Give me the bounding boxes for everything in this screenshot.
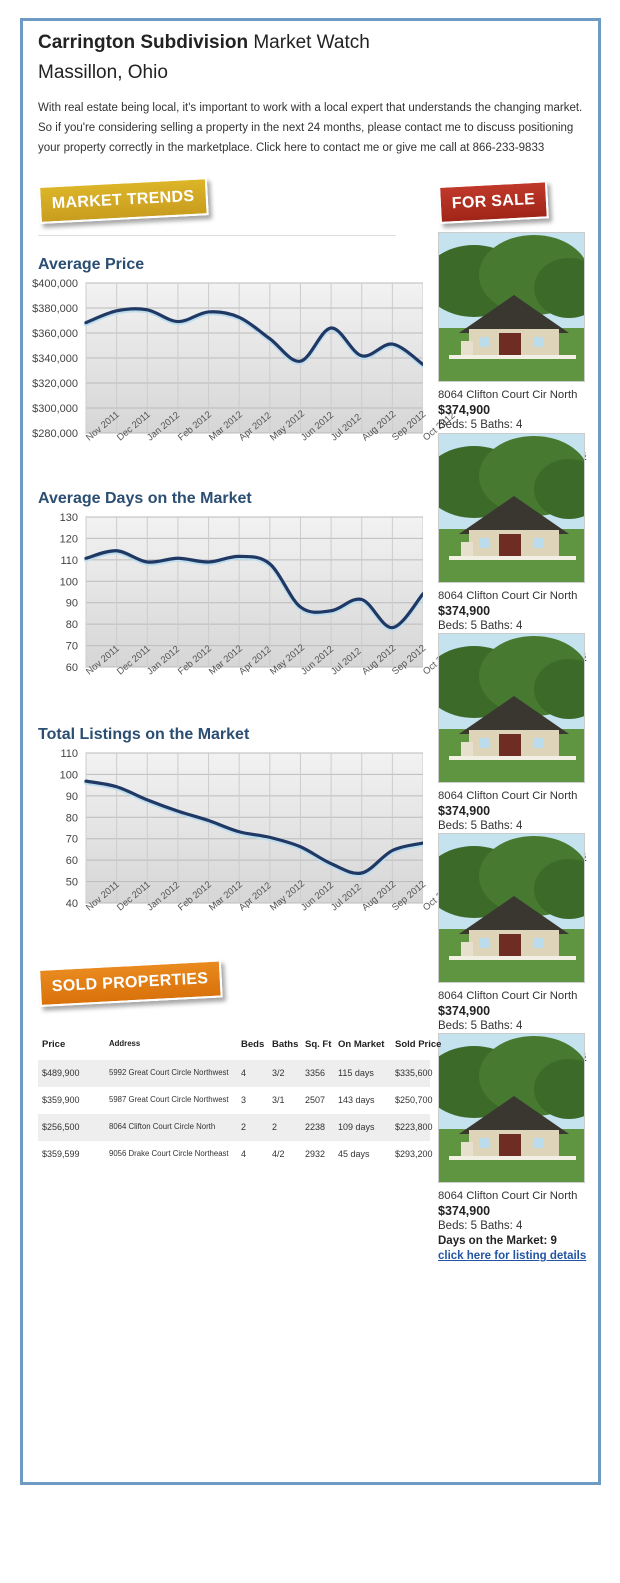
svg-text:$320,000: $320,000 bbox=[32, 378, 78, 390]
svg-text:110: 110 bbox=[60, 555, 78, 567]
svg-text:$340,000: $340,000 bbox=[32, 353, 78, 365]
svg-text:70: 70 bbox=[66, 641, 78, 653]
svg-text:100: 100 bbox=[60, 576, 78, 588]
svg-text:90: 90 bbox=[66, 598, 78, 610]
svg-text:$380,000: $380,000 bbox=[32, 303, 78, 315]
svg-text:$280,000: $280,000 bbox=[32, 428, 78, 438]
svg-text:130: 130 bbox=[60, 512, 78, 524]
svg-text:$400,000: $400,000 bbox=[32, 278, 78, 290]
svg-text:80: 80 bbox=[66, 812, 78, 824]
svg-text:70: 70 bbox=[66, 834, 78, 846]
svg-text:50: 50 bbox=[66, 877, 78, 889]
svg-text:100: 100 bbox=[60, 769, 78, 781]
svg-text:110: 110 bbox=[60, 748, 78, 760]
svg-text:60: 60 bbox=[66, 855, 78, 867]
svg-text:$300,000: $300,000 bbox=[32, 403, 78, 415]
svg-text:120: 120 bbox=[60, 533, 78, 545]
svg-text:80: 80 bbox=[66, 619, 78, 631]
svg-text:60: 60 bbox=[66, 662, 78, 672]
svg-text:40: 40 bbox=[66, 898, 78, 908]
svg-text:$360,000: $360,000 bbox=[32, 328, 78, 340]
svg-text:90: 90 bbox=[66, 791, 78, 803]
